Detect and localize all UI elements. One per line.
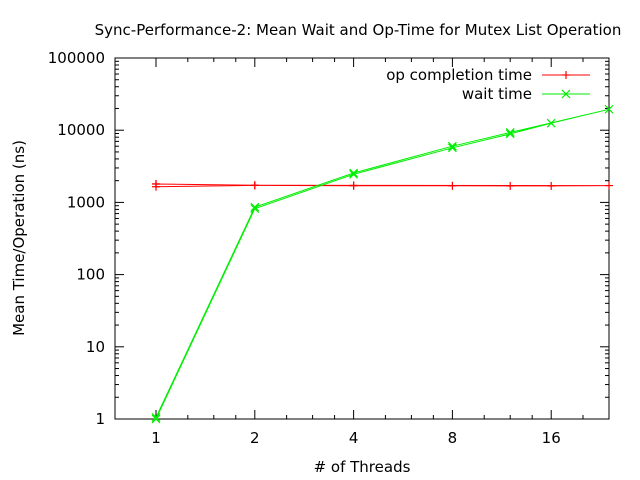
cross-marker [447,143,457,153]
cross-marker [250,202,260,212]
series-line [155,183,610,188]
cross-marker [561,89,571,99]
series-2 [151,104,614,424]
plot-area [114,57,610,420]
plus-marker [448,181,457,190]
cross-marker [250,204,260,214]
cross-marker [546,118,556,128]
x-tick-label: 4 [349,429,359,447]
y-tick-label: 100 [76,266,105,284]
plot-frame [114,57,610,420]
plus-marker [506,181,515,190]
series-line [155,108,610,420]
series-1 [152,179,613,191]
cross-marker [505,128,515,137]
cross-marker [447,141,457,151]
x-tick-label: 2 [250,429,260,447]
cross-marker [604,104,614,114]
legend-swatch [542,89,590,99]
x-tick-label: 16 [542,429,561,447]
y-tick-label: 100000 [48,49,105,67]
cross-marker [151,414,161,424]
x-axis-label: # of Threads [314,458,411,476]
x-axis: 1 2 4 8 16 [151,58,584,447]
cross-marker [349,169,359,179]
legend-label: wait time [462,85,532,103]
cross-marker [505,129,515,139]
legend-label: op completion time [386,66,532,84]
plus-marker [349,181,358,190]
series-layer [151,104,614,424]
y-tick-label: 10000 [57,121,105,139]
x-tick-label: 8 [448,429,458,447]
y-tick-label: 1000 [67,193,105,211]
x-tick-label: 1 [151,429,161,447]
y-tick-label: 1 [95,410,105,428]
cross-marker [349,168,359,178]
y-axis-label: Mean Time/Operation (ns) [10,140,28,336]
y-tick-label: 10 [86,338,105,356]
plus-marker [605,181,613,190]
cross-marker [151,413,161,422]
legend-swatch [542,71,590,79]
chart-title: Sync-Performance-2: Mean Wait and Op-Tim… [95,21,622,39]
plus-marker [152,179,161,188]
plus-marker [250,181,259,190]
y-axis: 1 10 100 1000 10000 100000 [48,49,609,428]
plus-marker [562,71,570,79]
plus-marker [547,181,556,190]
